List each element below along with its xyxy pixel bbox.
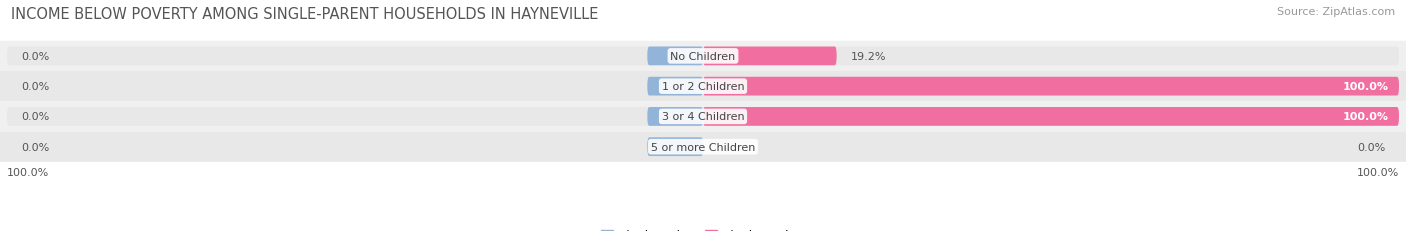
FancyBboxPatch shape — [703, 47, 837, 66]
FancyBboxPatch shape — [7, 47, 1399, 66]
FancyBboxPatch shape — [647, 77, 703, 96]
Legend: Single Father, Single Mother: Single Father, Single Mother — [596, 224, 810, 231]
FancyBboxPatch shape — [0, 42, 1406, 72]
FancyBboxPatch shape — [7, 108, 1399, 126]
Text: 100.0%: 100.0% — [1343, 112, 1389, 122]
Text: 19.2%: 19.2% — [851, 52, 886, 62]
FancyBboxPatch shape — [0, 132, 1406, 162]
Text: 100.0%: 100.0% — [1343, 82, 1389, 92]
FancyBboxPatch shape — [0, 102, 1406, 132]
FancyBboxPatch shape — [7, 77, 1399, 96]
Text: 100.0%: 100.0% — [7, 167, 49, 177]
Text: 0.0%: 0.0% — [21, 112, 49, 122]
FancyBboxPatch shape — [7, 138, 1399, 156]
FancyBboxPatch shape — [647, 138, 703, 156]
Text: 100.0%: 100.0% — [1357, 167, 1399, 177]
Text: 0.0%: 0.0% — [21, 142, 49, 152]
Text: 0.0%: 0.0% — [21, 52, 49, 62]
Text: 0.0%: 0.0% — [21, 82, 49, 92]
Text: 1 or 2 Children: 1 or 2 Children — [662, 82, 744, 92]
FancyBboxPatch shape — [647, 47, 703, 66]
Text: 3 or 4 Children: 3 or 4 Children — [662, 112, 744, 122]
Text: No Children: No Children — [671, 52, 735, 62]
FancyBboxPatch shape — [703, 108, 1399, 126]
FancyBboxPatch shape — [647, 108, 703, 126]
Text: 5 or more Children: 5 or more Children — [651, 142, 755, 152]
FancyBboxPatch shape — [0, 72, 1406, 102]
FancyBboxPatch shape — [703, 77, 1399, 96]
Text: Source: ZipAtlas.com: Source: ZipAtlas.com — [1277, 7, 1395, 17]
Text: INCOME BELOW POVERTY AMONG SINGLE-PARENT HOUSEHOLDS IN HAYNEVILLE: INCOME BELOW POVERTY AMONG SINGLE-PARENT… — [11, 7, 599, 22]
Text: 0.0%: 0.0% — [1357, 142, 1385, 152]
